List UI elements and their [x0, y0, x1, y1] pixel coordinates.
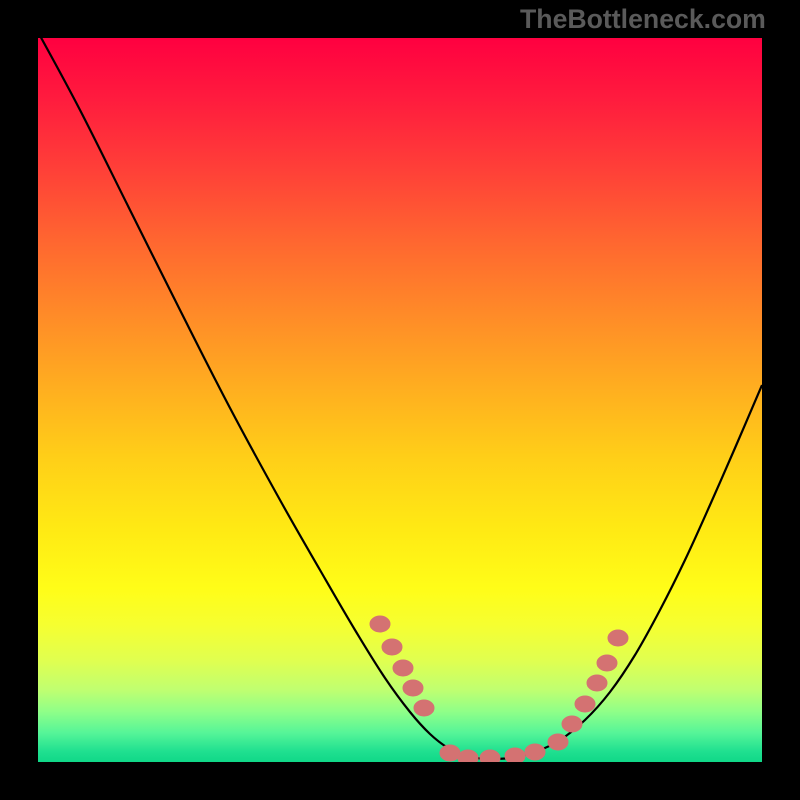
curve-marker [548, 734, 568, 750]
curve-marker [440, 745, 460, 761]
watermark-text: TheBottleneck.com [520, 4, 766, 35]
curve-marker [525, 744, 545, 760]
frame-right [762, 0, 800, 800]
curve-marker [393, 660, 413, 676]
curve-marker [562, 716, 582, 732]
curve-marker [370, 616, 390, 632]
curve-marker [575, 696, 595, 712]
bottleneck-curve-chart [0, 0, 800, 800]
curve-marker [587, 675, 607, 691]
curve-marker [403, 680, 423, 696]
curve-marker [414, 700, 434, 716]
curve-marker [382, 639, 402, 655]
frame-bottom [0, 762, 800, 800]
curve-marker [608, 630, 628, 646]
curve-marker [597, 655, 617, 671]
chart-background [38, 38, 762, 762]
frame-left [0, 0, 38, 800]
